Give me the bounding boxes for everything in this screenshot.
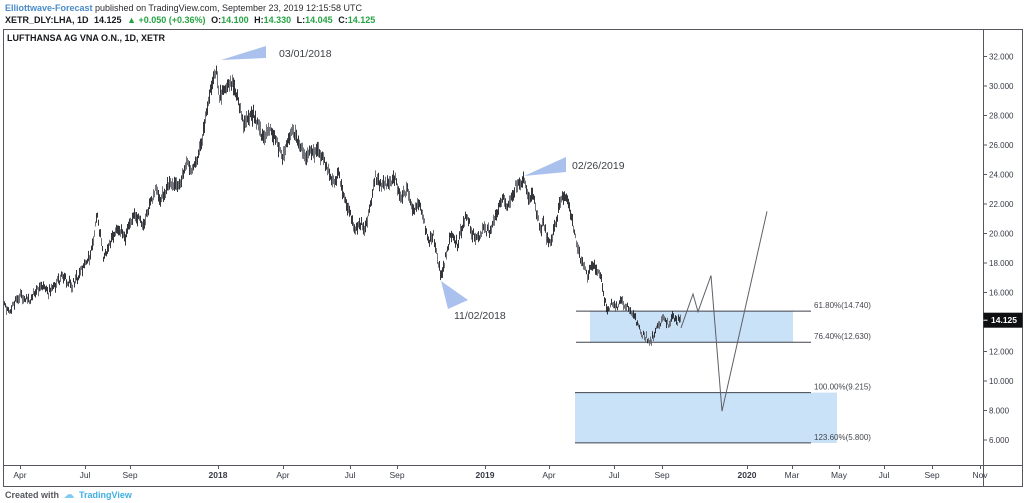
y-axis-label: 32.000	[989, 53, 1014, 62]
annotation-label: 11/02/2018	[454, 310, 506, 322]
x-axis-label: 2019	[476, 470, 495, 480]
low-value: 14.045	[305, 15, 333, 25]
x-axis-label: Sep	[924, 470, 939, 480]
annotation-label: 02/26/2019	[572, 160, 625, 172]
last-price-badge-label: 14.125	[991, 315, 1017, 325]
tradingview-logo-icon: ☁	[63, 489, 75, 501]
chart-frame	[3, 29, 1023, 487]
annotation-triangle-icon	[441, 281, 468, 309]
header-line1: Elliottwave-Forecast published on Tradin…	[5, 3, 362, 13]
x-axis-label: Jul	[879, 470, 890, 480]
published-text: published on TradingView.com, September …	[92, 3, 363, 13]
y-axis-label: 22.000	[989, 200, 1014, 209]
created-with-text: Created with	[5, 490, 60, 500]
y-axis-label: 10.000	[989, 377, 1014, 386]
projection-line	[680, 211, 768, 412]
y-axis-label: 16.000	[989, 289, 1014, 298]
open-value: 14.100	[221, 15, 249, 25]
chart-title: LUFTHANSA AG VNA O.N., 1D, XETR	[7, 33, 166, 43]
high-value: 14.330	[263, 15, 292, 25]
open-label: O:	[211, 15, 222, 25]
y-axis-label: 18.000	[989, 259, 1014, 268]
y-axis-label: 6.000	[989, 436, 1010, 445]
y-axis-label: 26.000	[989, 141, 1014, 150]
publisher-link[interactable]: Elliottwave-Forecast	[5, 3, 93, 13]
x-axis-label: Jul	[345, 470, 356, 480]
annotation-label: 03/01/2018	[279, 48, 332, 60]
x-axis-label: Jul	[80, 470, 91, 480]
candlesticks-dark	[4, 65, 680, 344]
close-value: 14.125	[347, 15, 376, 25]
x-axis-label: 2020	[738, 470, 757, 480]
low-label: L:	[296, 15, 306, 25]
annotation-triangle-icon	[524, 157, 566, 176]
x-axis-label: Sep	[654, 470, 669, 480]
last-price-text: 14.125	[94, 15, 122, 25]
header-line2: XETR_DLY:LHA, 1D 14.125 ▲ +0.050 (+0.36%…	[5, 15, 378, 25]
x-axis-label: Apr	[13, 470, 26, 480]
x-axis-label: 2018	[209, 470, 228, 480]
x-axis-label: Apr	[542, 470, 555, 480]
fib-label: 123.60%(5.800)	[814, 433, 871, 442]
x-axis-label: Mar	[785, 470, 800, 480]
candlesticks-light	[6, 69, 681, 346]
y-axis-label: 8.000	[989, 407, 1010, 416]
y-axis-label: 28.000	[989, 112, 1014, 121]
x-axis-label: Sep	[389, 470, 404, 480]
x-axis-label: Apr	[276, 470, 289, 480]
fib-label: 100.00%(9.215)	[814, 383, 871, 392]
annotation-triangle-icon	[221, 46, 266, 60]
y-axis-label: 30.000	[989, 82, 1014, 91]
tradingview-brand-link[interactable]: TradingView	[79, 490, 132, 500]
y-axis-label: 12.000	[989, 348, 1014, 357]
x-axis-label: Nov	[972, 470, 988, 480]
price-change-text: ▲ +0.050 (+0.36%)	[127, 15, 206, 25]
x-axis-label: Jul	[609, 470, 620, 480]
y-axis-label: 24.000	[989, 171, 1014, 180]
footer: Created with ☁ TradingView	[5, 488, 132, 501]
x-axis-label: May	[831, 470, 848, 480]
fib-label: 76.40%(12.630)	[814, 332, 871, 341]
y-axis-label: 20.000	[989, 230, 1014, 239]
symbol-text: XETR_DLY:LHA, 1D	[5, 15, 89, 25]
retracement-box	[575, 392, 837, 443]
fib-label: 61.80%(14.740)	[814, 301, 871, 310]
high-label: H:	[254, 15, 264, 25]
last-price-badge	[983, 312, 1023, 328]
x-axis-label: Sep	[122, 470, 137, 480]
retracement-box	[590, 311, 793, 343]
close-label: C:	[338, 15, 348, 25]
